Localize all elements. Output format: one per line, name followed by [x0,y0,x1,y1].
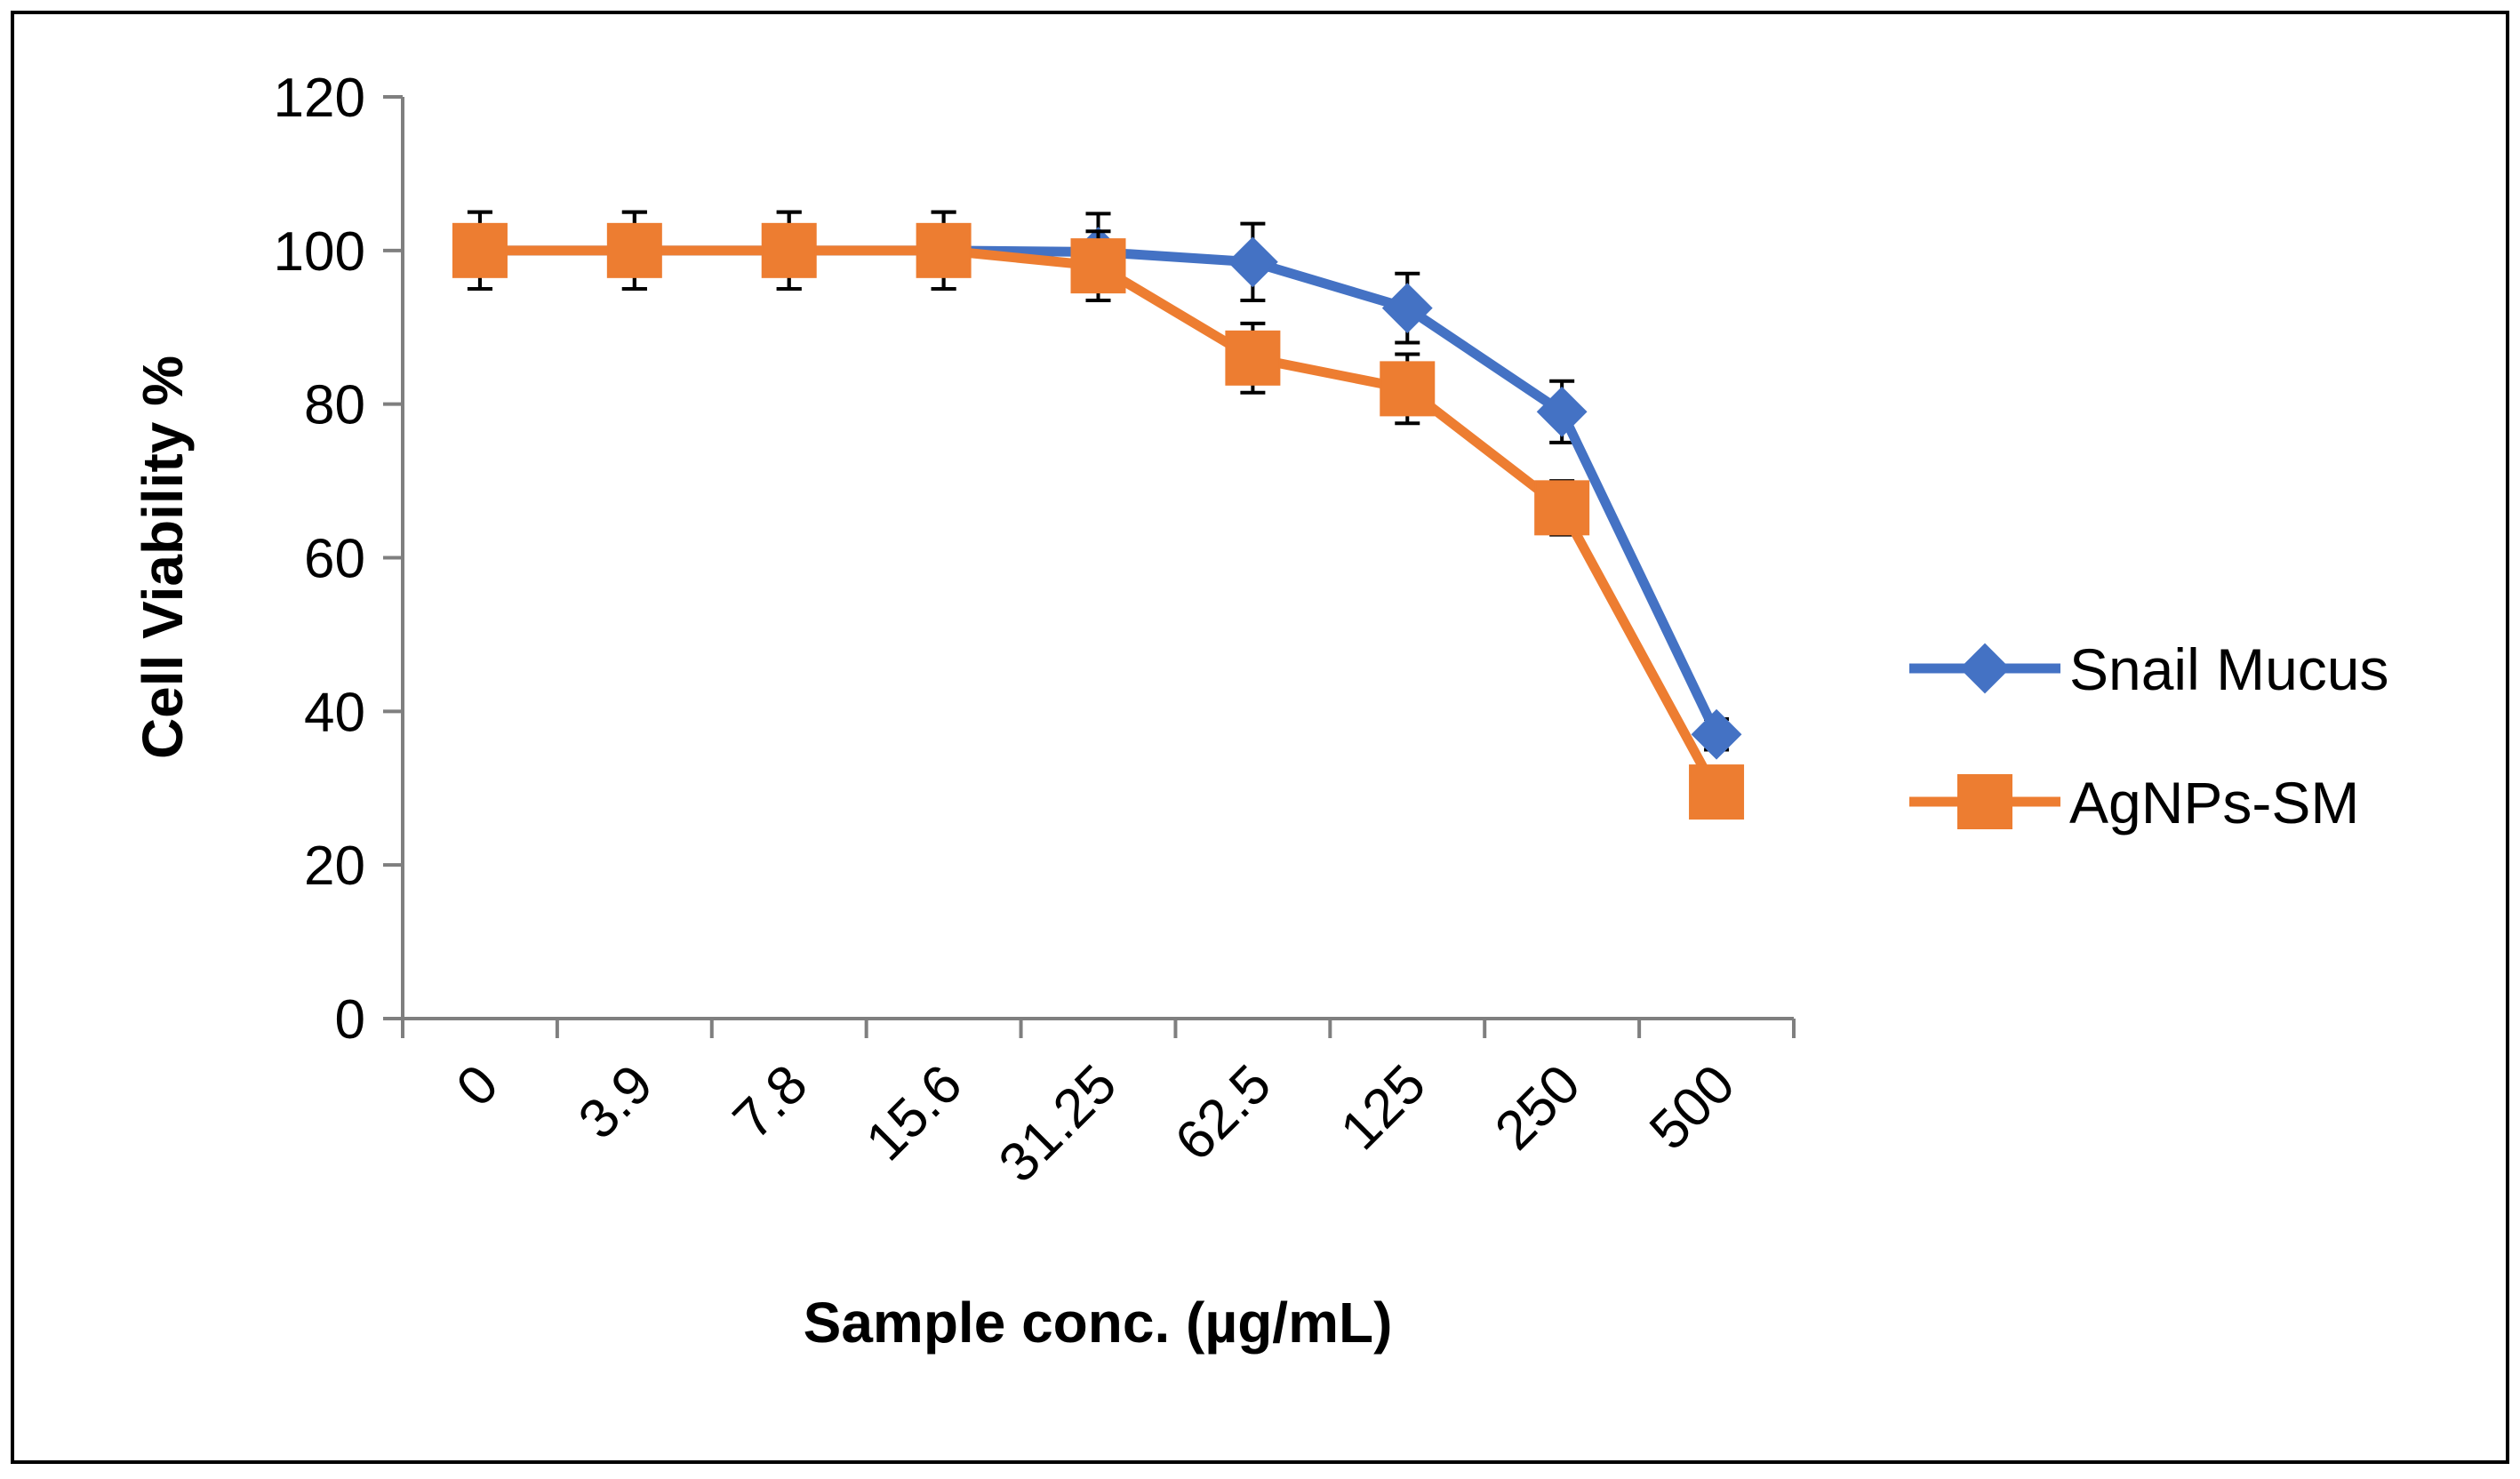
data-point-agnps-sm [1380,361,1436,417]
y-tick-label: 80 [304,375,365,436]
legend-marker [1959,643,2011,694]
data-point-agnps-sm [1070,238,1126,294]
y-tick-label: 60 [304,529,365,590]
y-tick-label: 0 [335,989,365,1051]
y-ticks: 0 20 40 60 80 100 120 [274,68,403,1051]
y-tick-label: 40 [304,682,365,743]
data-point-agnps-sm [761,222,817,278]
figure-border [11,11,2509,1464]
legend-label: AgNPs-SM [2069,770,2359,835]
data-point-snail-mucus [1536,386,1588,437]
legend-label: Snail Mucus [2069,636,2389,702]
legend-item-agnps-sm: AgNPs-SM [1909,770,2359,835]
legend-item-snail-mucus: Snail Mucus [1909,636,2389,702]
data-point-agnps-sm [452,222,508,278]
y-tick-label: 120 [274,68,365,129]
data-point-snail-mucus [1227,236,1278,288]
series-agnps-sm [452,210,1745,820]
data-point-agnps-sm [1689,764,1745,820]
y-tick-label: 20 [304,835,365,897]
y-axis-title: Cell Viability % [131,356,195,759]
legend-marker [1957,774,2012,829]
data-point-agnps-sm [606,222,662,278]
data-point-agnps-sm [1534,480,1590,536]
x-axis-title: Sample conc. (µg/mL) [804,1291,1393,1355]
y-tick-label: 100 [274,221,365,283]
data-point-agnps-sm [1225,330,1281,386]
data-point-snail-mucus [1381,283,1433,334]
series-layer [452,210,1745,820]
legend: Snail Mucus AgNPs-SM [1909,636,2389,835]
data-point-snail-mucus [1691,708,1742,760]
data-point-agnps-sm [916,222,972,278]
